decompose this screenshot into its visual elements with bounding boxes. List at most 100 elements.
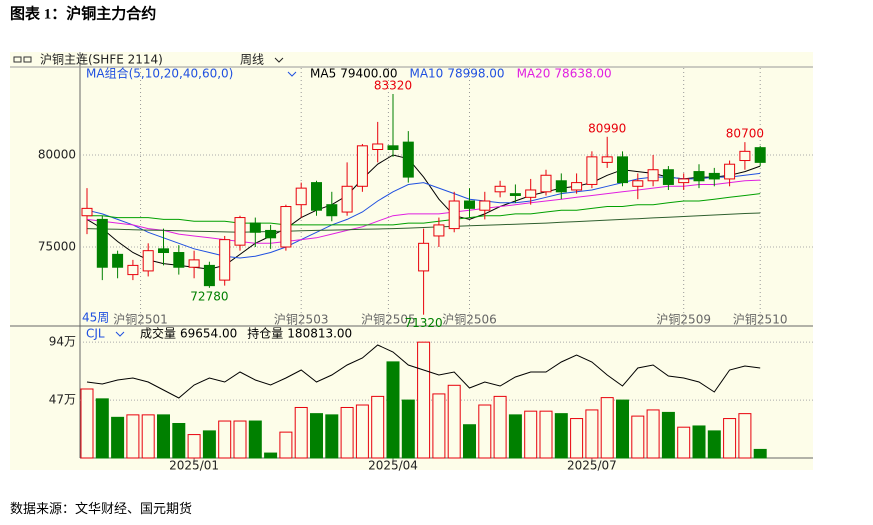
candle-body — [326, 204, 338, 217]
extreme-label: 83320 — [374, 78, 412, 92]
volume-bar — [248, 420, 262, 459]
oi-line — [86, 344, 761, 399]
volume-bar — [126, 414, 140, 459]
volume-bar — [417, 341, 431, 459]
legend-value: 69654.00 — [180, 327, 237, 341]
extreme-label: 80990 — [588, 121, 626, 135]
volume-bar — [600, 397, 614, 459]
candle-body — [754, 147, 766, 163]
count-label: 45周 — [82, 311, 109, 325]
candle-body — [341, 185, 353, 213]
volume-bar — [355, 404, 369, 459]
candle-body — [708, 172, 720, 180]
volume-bar — [386, 361, 400, 459]
volume-bar — [493, 395, 507, 459]
volume-bar — [585, 409, 599, 459]
extreme-label: 72780 — [190, 289, 228, 303]
candle-body — [632, 180, 644, 187]
icon — [23, 56, 32, 63]
y-tick-label: 75000 — [38, 239, 76, 253]
x-tick-label: 2025/04 — [368, 459, 418, 473]
candle-body — [142, 250, 154, 272]
candle-body — [203, 264, 215, 287]
volume-bar — [202, 430, 216, 459]
candle-body — [494, 185, 506, 193]
dropdown — [115, 331, 125, 337]
ma-line — [86, 179, 761, 244]
y-tick-label: 80000 — [38, 148, 76, 162]
candle-body — [234, 217, 246, 246]
candle-body — [372, 143, 384, 150]
candle-body — [509, 193, 521, 196]
candle-body — [295, 187, 307, 206]
candle-body — [525, 189, 537, 198]
candle-body — [311, 182, 322, 211]
page-title: 图表 1：沪铜主力合约 — [10, 4, 156, 22]
volume-bar — [738, 413, 752, 459]
candle-body — [693, 171, 705, 182]
volume-bar — [723, 418, 737, 459]
volume-bar — [753, 448, 767, 459]
candle-body — [127, 264, 139, 276]
candle-body — [601, 156, 613, 163]
contract-label: 沪铜2505 — [361, 312, 416, 327]
candle-body — [402, 141, 414, 178]
candle-body — [617, 156, 628, 184]
volume-bar — [172, 422, 186, 459]
volume-bar — [463, 424, 476, 459]
candle-body — [555, 180, 567, 193]
volume-bar — [325, 414, 339, 459]
volume-bar — [539, 410, 553, 459]
candle-body — [158, 248, 169, 254]
volume-bar — [371, 395, 385, 459]
volume-bar — [157, 414, 170, 459]
volume-bar — [95, 398, 109, 459]
candle-body — [219, 239, 231, 281]
y-tick-label: 47万 — [49, 393, 76, 407]
volume-bar — [80, 388, 94, 459]
source: 数据来源：文华财经、国元期货 — [10, 501, 192, 516]
legend-name: MA20 — [517, 67, 551, 81]
candle-body — [586, 156, 598, 185]
icon — [13, 56, 22, 63]
candle-body — [81, 207, 93, 217]
volume-bar — [310, 413, 323, 459]
candle-body — [662, 169, 674, 185]
legend-name: MA5 — [310, 67, 336, 81]
extreme-label: 71320 — [405, 316, 443, 330]
volume-bar — [447, 384, 461, 459]
period: 周线 — [240, 53, 264, 67]
ma-line — [87, 193, 761, 226]
candle-body — [433, 224, 445, 237]
volume-bar — [111, 416, 125, 459]
volume-bar — [646, 409, 660, 459]
symbol: 沪铜主连(SHFE 2114) — [40, 52, 163, 67]
volume-bar — [692, 425, 706, 459]
volume-bar — [661, 411, 675, 459]
volume-bar — [478, 404, 492, 459]
ma-group: MA组合(5,10,20,40,60,0) — [86, 66, 233, 81]
volume-bar — [294, 406, 308, 459]
candle-body — [249, 222, 261, 233]
volume-bar — [508, 414, 522, 459]
dropdown — [287, 71, 297, 77]
contract-label: 沪铜2501 — [113, 312, 168, 327]
contract-label: 沪铜2503 — [274, 312, 329, 327]
volume-bar — [264, 452, 278, 459]
candle-body — [739, 150, 751, 162]
candle-body — [464, 200, 475, 209]
volume-bar — [218, 420, 232, 459]
extreme-label: 80700 — [726, 127, 764, 141]
candle-body — [112, 253, 124, 268]
legend-name: 持仓量 — [247, 326, 283, 341]
x-tick-label: 2025/07 — [567, 459, 617, 473]
candle-body — [96, 218, 108, 268]
legend-value: 78998.00 — [447, 67, 504, 81]
volume-bar — [554, 413, 568, 459]
candle-body — [280, 206, 292, 248]
volume-bar — [570, 418, 584, 459]
candle-body — [265, 229, 277, 239]
candle-body — [188, 259, 200, 268]
